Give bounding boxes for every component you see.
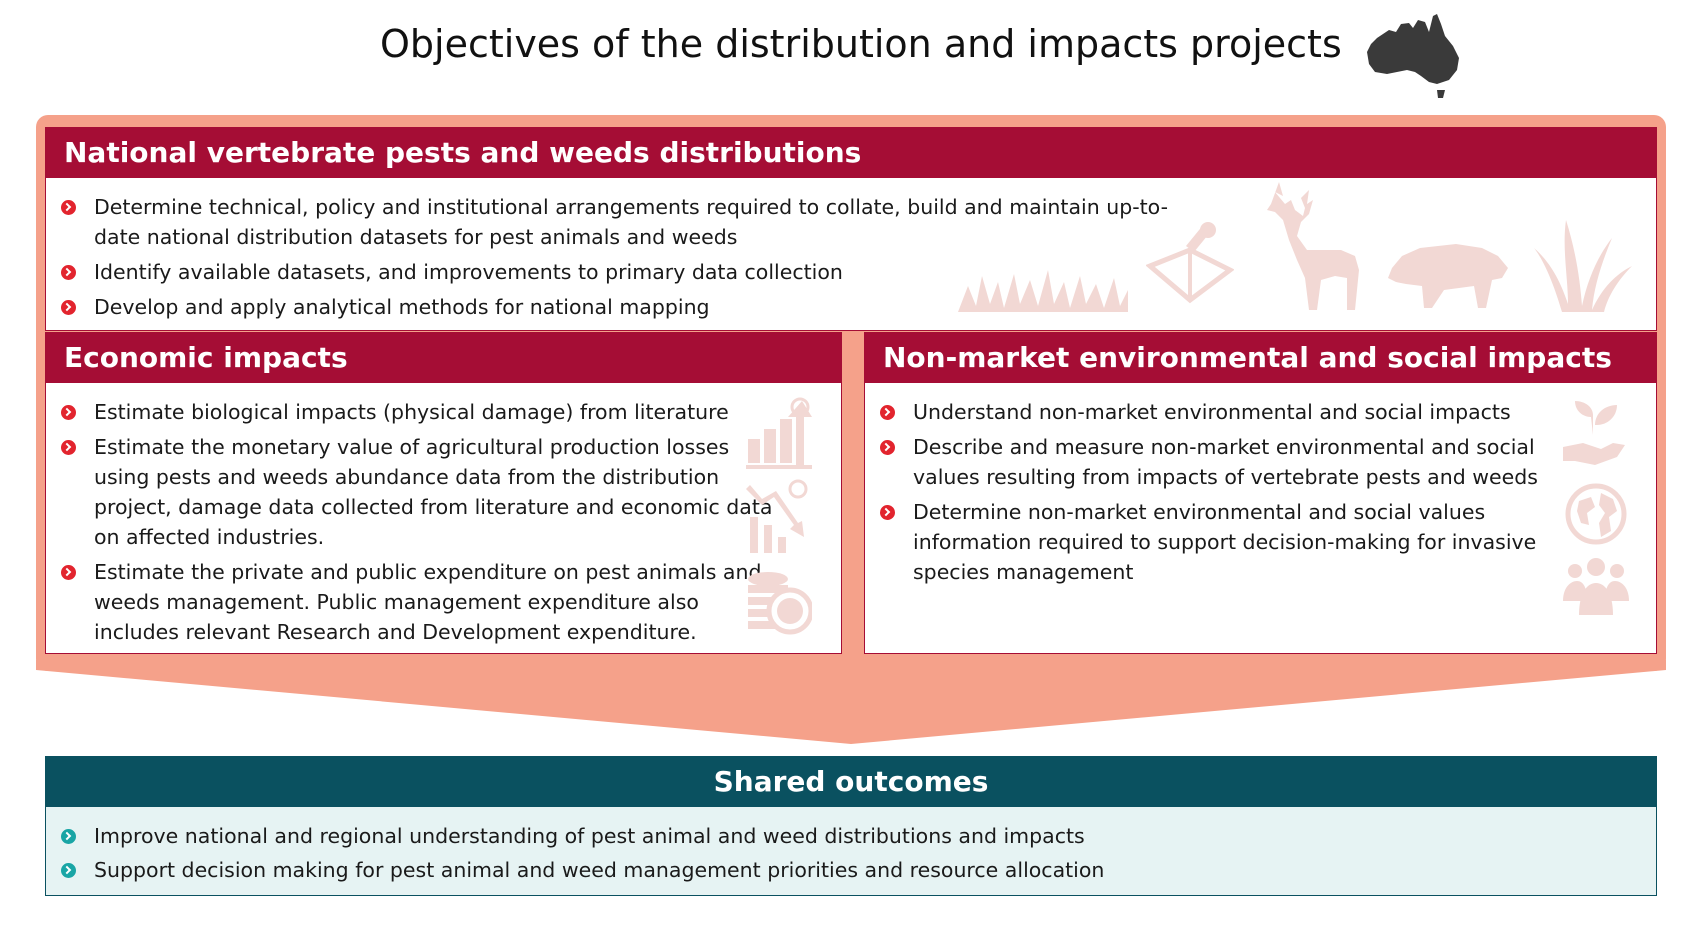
chevron-right-icon xyxy=(880,405,895,420)
weed-icon xyxy=(1534,220,1632,312)
list-item: Determine non-market environmental and s… xyxy=(865,497,1543,587)
list-item: Support decision making for pest animal … xyxy=(46,855,1656,885)
deer-icon xyxy=(1267,182,1359,310)
list-item: Estimate biological impacts (physical da… xyxy=(46,397,774,427)
economic-list: Estimate biological impacts (physical da… xyxy=(46,383,841,647)
chevron-right-icon xyxy=(61,829,76,844)
title-area: Objectives of the distribution and impac… xyxy=(0,22,1698,82)
people-group-icon xyxy=(1563,558,1629,615)
chevron-right-icon xyxy=(61,863,76,878)
list-item: Describe and measure non-market environm… xyxy=(865,432,1543,492)
outcomes-panel: Shared outcomes Improve national and reg… xyxy=(45,756,1657,896)
chevron-right-icon xyxy=(880,505,895,520)
outcomes-heading: Shared outcomes xyxy=(46,757,1656,807)
hand-seedling-icon xyxy=(1563,401,1625,465)
economic-panel: Economic impacts Estimate biological imp… xyxy=(45,332,842,654)
economic-heading: Economic impacts xyxy=(46,333,841,383)
list-item: Estimate the private and public expendit… xyxy=(46,557,774,647)
list-item: Understand non-market environmental and … xyxy=(865,397,1543,427)
australia-map-icon xyxy=(1367,14,1459,98)
outcomes-list: Improve national and regional understand… xyxy=(46,807,1656,885)
coins-icon xyxy=(748,572,812,635)
list-item: Estimate the monetary value of agricultu… xyxy=(46,432,774,552)
globe-icon xyxy=(1565,483,1627,545)
chevron-right-icon xyxy=(61,200,76,215)
chevron-right-icon xyxy=(61,265,76,280)
list-item: Identify available datasets, and improve… xyxy=(46,257,1214,287)
distribution-heading: National vertebrate pests and weeds dist… xyxy=(46,128,1656,178)
environmental-panel: Non-market environmental and social impa… xyxy=(864,332,1657,654)
list-item: Determine technical, policy and institut… xyxy=(46,192,1214,252)
list-item: Develop and apply analytical methods for… xyxy=(46,292,1214,322)
rising-bar-chart-icon xyxy=(746,397,812,469)
field-notebook-icon xyxy=(1146,222,1234,304)
environmental-heading: Non-market environmental and social impa… xyxy=(865,333,1656,383)
chevron-right-icon xyxy=(61,300,76,315)
distribution-panel: National vertebrate pests and weeds dist… xyxy=(45,127,1657,331)
grass-icon xyxy=(958,270,1128,312)
chevron-right-icon xyxy=(61,565,76,580)
flow-arrow xyxy=(36,660,1666,744)
page-title: Objectives of the distribution and impac… xyxy=(380,22,1342,66)
environmental-list: Understand non-market environmental and … xyxy=(865,383,1656,587)
list-item: Improve national and regional understand… xyxy=(46,821,1656,851)
falling-bar-chart-icon xyxy=(746,479,808,553)
boar-icon xyxy=(1388,244,1508,308)
chevron-right-icon xyxy=(61,405,76,420)
distribution-list: Determine technical, policy and institut… xyxy=(46,178,1656,322)
chevron-right-icon xyxy=(880,440,895,455)
chevron-right-icon xyxy=(61,440,76,455)
